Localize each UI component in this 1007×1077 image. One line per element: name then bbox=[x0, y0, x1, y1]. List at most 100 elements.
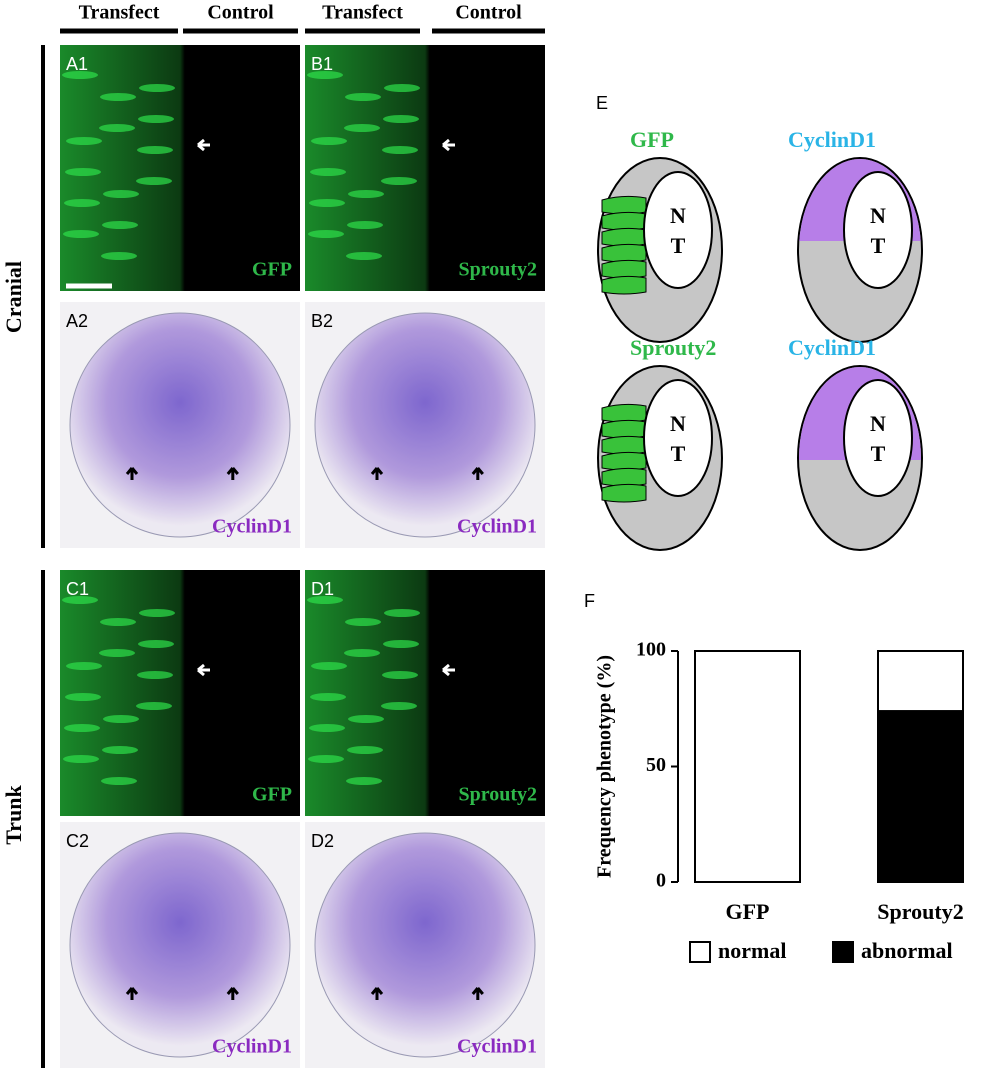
lumen-label: T bbox=[671, 441, 686, 466]
panel-letter: D2 bbox=[311, 831, 334, 851]
gfp-signal bbox=[309, 199, 345, 207]
column-header: Control bbox=[455, 2, 522, 24]
column-header: Transfect bbox=[79, 2, 160, 24]
panel-letter: C2 bbox=[66, 831, 89, 851]
gfp-signal bbox=[139, 609, 175, 617]
transfected-cell bbox=[601, 451, 647, 471]
gfp-signal bbox=[99, 649, 135, 657]
gfp-signal bbox=[382, 146, 418, 154]
gfp-signal bbox=[101, 252, 137, 260]
arrow bbox=[226, 467, 239, 480]
stain-label: GFP bbox=[252, 784, 292, 806]
arrow bbox=[125, 467, 139, 480]
stain-label: GFP bbox=[252, 259, 292, 281]
bar-segment bbox=[877, 710, 964, 883]
gfp-signal bbox=[345, 618, 381, 626]
gfp-signal bbox=[309, 724, 345, 732]
column-header: Control bbox=[207, 2, 274, 24]
lumen-label: N bbox=[670, 411, 686, 436]
lumen-label: T bbox=[871, 441, 886, 466]
arrow bbox=[370, 987, 384, 1000]
y-axis-title: Frequency phenotype (%) bbox=[594, 655, 616, 878]
arrow bbox=[471, 467, 484, 480]
gfp-signal bbox=[103, 190, 139, 198]
bar-segment bbox=[877, 650, 964, 713]
y-tick-label: 100 bbox=[636, 639, 666, 661]
transfected-cell bbox=[601, 403, 647, 423]
panel-letter: A2 bbox=[66, 311, 88, 331]
gfp-signal bbox=[384, 609, 420, 617]
transfected-cell bbox=[601, 275, 647, 295]
gfp-signal bbox=[311, 137, 347, 145]
gfp-signal bbox=[344, 649, 380, 657]
lumen-label: N bbox=[870, 203, 886, 228]
stain-label: CyclinD1 bbox=[457, 1036, 537, 1058]
panel-letter: B2 bbox=[311, 311, 333, 331]
stain-label: Sprouty2 bbox=[458, 259, 537, 281]
y-tick-label: 0 bbox=[656, 870, 666, 892]
gfp-signal bbox=[381, 702, 417, 710]
row-label: Cranial bbox=[1, 261, 26, 333]
panel-letter: F bbox=[584, 591, 595, 611]
transfected-cell bbox=[601, 243, 647, 263]
transfected-cell bbox=[601, 419, 647, 439]
arrow bbox=[442, 663, 455, 677]
gfp-signal bbox=[65, 693, 101, 701]
gfp-signal bbox=[310, 168, 346, 176]
transfected-cell bbox=[601, 195, 647, 215]
gfp-signal bbox=[62, 596, 98, 604]
gfp-signal bbox=[310, 693, 346, 701]
arrow bbox=[125, 987, 139, 1000]
fluorescence-image bbox=[305, 570, 545, 816]
tissue bbox=[69, 312, 291, 538]
transfected-cell bbox=[601, 467, 647, 487]
gfp-signal bbox=[348, 190, 384, 198]
transfected-cell bbox=[601, 435, 647, 455]
arrow bbox=[197, 663, 210, 677]
stain-label: CyclinD1 bbox=[457, 516, 537, 538]
arrow bbox=[471, 987, 484, 1000]
legend-label: normal bbox=[718, 938, 786, 963]
arrow bbox=[226, 987, 239, 1000]
gfp-signal bbox=[346, 252, 382, 260]
x-tick-label: GFP bbox=[726, 899, 770, 924]
lumen-label: T bbox=[871, 233, 886, 258]
gfp-signal bbox=[307, 71, 343, 79]
lumen-label: N bbox=[670, 203, 686, 228]
lumen bbox=[843, 379, 913, 497]
gfp-signal bbox=[65, 168, 101, 176]
fluorescence-image bbox=[60, 45, 300, 291]
gfp-signal bbox=[99, 124, 135, 132]
gfp-signal bbox=[137, 671, 173, 679]
gfp-signal bbox=[347, 746, 383, 754]
gfp-signal bbox=[138, 115, 174, 123]
bar-segment bbox=[694, 650, 801, 883]
gfp-signal bbox=[139, 84, 175, 92]
gfp-signal bbox=[102, 221, 138, 229]
diagram-label: GFP bbox=[630, 127, 674, 152]
lumen-label: T bbox=[671, 233, 686, 258]
gfp-signal bbox=[66, 662, 102, 670]
gfp-signal bbox=[382, 671, 418, 679]
gfp-signal bbox=[347, 221, 383, 229]
gfp-signal bbox=[64, 724, 100, 732]
transfected-cell bbox=[601, 259, 647, 279]
gfp-signal bbox=[308, 230, 344, 238]
legend-swatch bbox=[689, 941, 711, 963]
transfected-cell bbox=[601, 211, 647, 231]
gfp-signal bbox=[136, 702, 172, 710]
legend-label: abnormal bbox=[861, 938, 953, 963]
panel-letter: C1 bbox=[66, 579, 89, 599]
gfp-signal bbox=[344, 124, 380, 132]
gfp-signal bbox=[63, 230, 99, 238]
gfp-signal bbox=[66, 137, 102, 145]
gfp-signal bbox=[137, 146, 173, 154]
gfp-signal bbox=[136, 177, 172, 185]
diagram-label: CyclinD1 bbox=[788, 127, 876, 152]
gfp-signal bbox=[383, 115, 419, 123]
gfp-signal bbox=[100, 618, 136, 626]
x-tick-label: Sprouty2 bbox=[877, 899, 963, 924]
transfected-cell bbox=[601, 227, 647, 247]
gfp-signal bbox=[346, 777, 382, 785]
